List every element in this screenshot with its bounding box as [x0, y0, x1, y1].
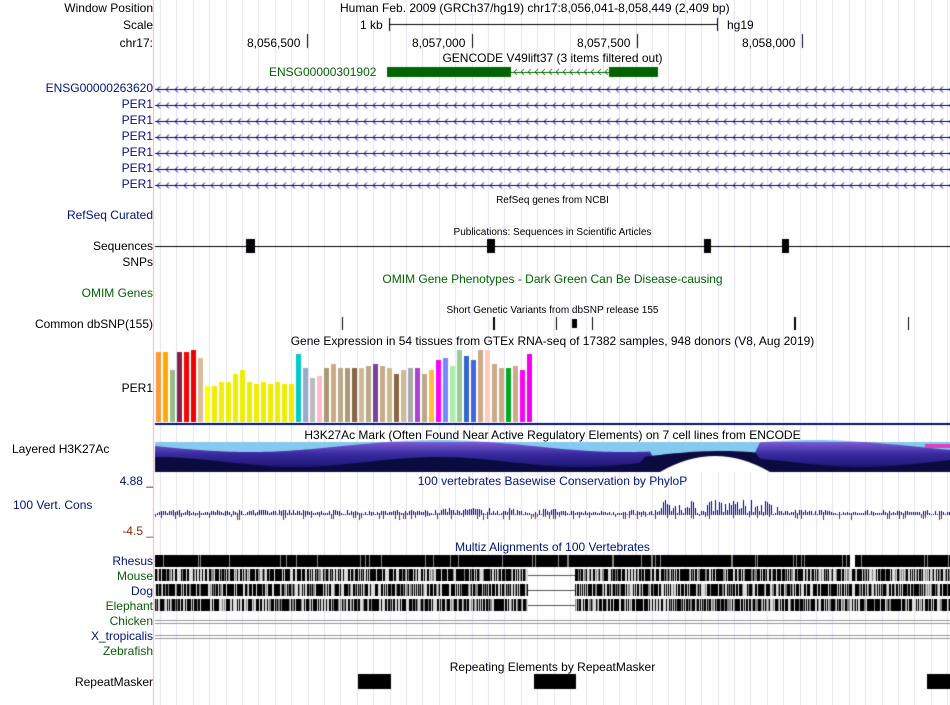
gencode-track-title: GENCODE V49lift37 (3 items filtered out) [442, 51, 663, 65]
refseq-track-title: RefSeq genes from NCBI [496, 195, 609, 206]
transcript-label[interactable]: ENSG00000263620 [45, 81, 153, 95]
conservation-min-label: -4.5 _ [122, 524, 153, 538]
species-label[interactable]: Elephant [105, 599, 153, 613]
conservation-label[interactable]: 100 Vert. Cons [13, 498, 93, 512]
species-label[interactable]: Chicken [109, 614, 153, 628]
gene-name-label[interactable]: ENSG00000301902 [269, 65, 377, 79]
gtex-track-title: Gene Expression in 54 tissues from GTEx … [290, 334, 815, 348]
scale-label: Scale [122, 18, 153, 32]
tick-label: 8,057,500 [577, 36, 631, 50]
dbsnp-track-title: Short Genetic Variants from dbSNP releas… [446, 305, 659, 316]
publications-track-title: Publications: Sequences in Scientific Ar… [453, 227, 652, 238]
refseq-label[interactable]: RefSeq Curated [66, 208, 153, 222]
multiz-track-title: Multiz Alignments of 100 Vertebrates [455, 540, 650, 554]
dbsnp-label[interactable]: Common dbSNP(155) [34, 317, 153, 331]
omim-label[interactable]: OMIM Genes [81, 286, 153, 300]
h3k27ac-track-title: H3K27Ac Mark (Often Found Near Active Re… [304, 428, 801, 442]
transcript-label[interactable]: PER1 [121, 177, 153, 191]
scale-value: 1 kb [360, 18, 383, 32]
repeatmasker-label[interactable]: RepeatMasker [74, 675, 153, 689]
transcript-label[interactable]: PER1 [121, 161, 153, 175]
transcript-label[interactable]: PER1 [121, 129, 153, 143]
transcript-label[interactable]: PER1 [121, 113, 153, 127]
window-position-label: Window Position [64, 1, 153, 15]
transcript-label[interactable]: PER1 [121, 145, 153, 159]
publications-label[interactable]: Sequences [92, 239, 153, 253]
species-label[interactable]: Mouse [116, 569, 153, 583]
tick-label: 8,058,000 [742, 36, 796, 50]
species-label[interactable]: X_tropicalis [90, 629, 153, 643]
species-label[interactable]: Rhesus [112, 554, 153, 568]
gtex-gene-label[interactable]: PER1 [121, 381, 153, 395]
transcript-label[interactable]: PER1 [121, 97, 153, 111]
tick-label: 8,057,000 [412, 36, 466, 50]
chrom-label: chr17: [119, 36, 153, 50]
conservation-track-title: 100 vertebrates Basewise Conservation by… [417, 474, 688, 488]
h3k27ac-label[interactable]: Layered H3K27Ac [12, 442, 110, 456]
assembly-label: hg19 [727, 18, 754, 32]
repeatmasker-track-title: Repeating Elements by RepeatMasker [449, 660, 656, 674]
window-position-value: Human Feb. 2009 (GRCh37/hg19) chr17:8,05… [340, 1, 730, 15]
snps-label[interactable]: SNPs [122, 255, 153, 269]
conservation-max-label: 4.88 _ [119, 474, 153, 488]
species-label[interactable]: Dog [130, 584, 153, 598]
omim-track-title: OMIM Gene Phenotypes - Dark Green Can Be… [382, 272, 723, 286]
species-label[interactable]: Zebrafish [102, 644, 153, 658]
tick-label: 8,056,500 [247, 36, 301, 50]
